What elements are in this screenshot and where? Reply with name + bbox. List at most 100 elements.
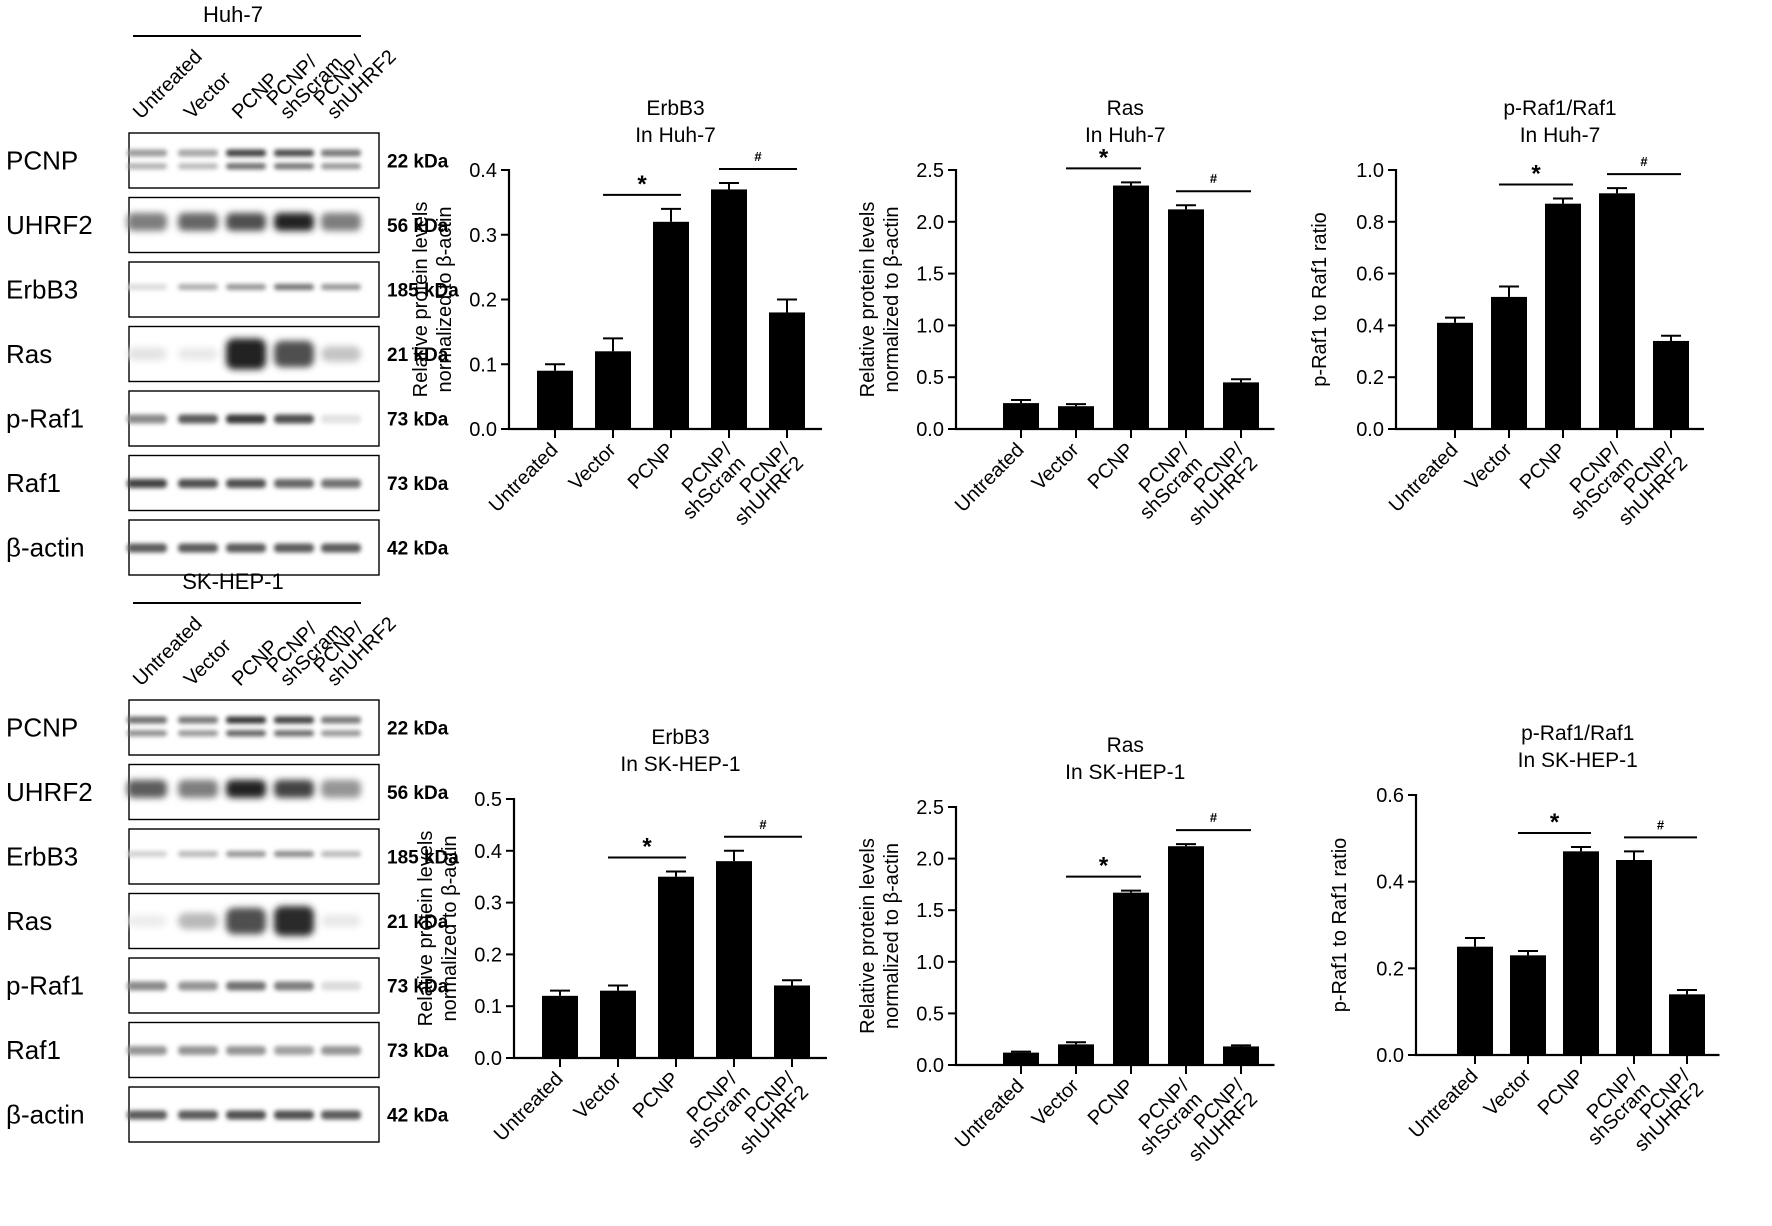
bar	[1168, 209, 1204, 429]
protein-band	[178, 716, 218, 724]
x-category-label: PCNP	[624, 439, 679, 494]
protein-band	[321, 284, 361, 290]
protein-band	[127, 1046, 167, 1055]
protein-band	[274, 906, 314, 936]
bar	[1563, 851, 1599, 1055]
protein-band	[274, 730, 314, 737]
blot-strip: β-actin 42 kDa	[6, 1086, 449, 1143]
bar	[1113, 892, 1149, 1065]
protein-band	[127, 284, 167, 290]
protein-band	[226, 163, 266, 170]
protein-label: PCNP	[6, 146, 78, 176]
y-tick-label: 0.8	[1356, 212, 1384, 234]
molecular-weight-label: 42 kDa	[387, 1106, 449, 1127]
y-axis-label: Relative protein levels normalized to β-a…	[415, 831, 461, 1027]
bar	[1599, 193, 1635, 429]
protein-band	[321, 149, 361, 157]
bar	[1545, 203, 1581, 429]
y-tick-label: 0.3	[474, 893, 502, 915]
bar-chart-5: p-Raf1/Raf1 In SK-HEP-1 0.0 0.2 0.4 0.6 p-Raf1…	[1329, 722, 1720, 1156]
bar	[1003, 403, 1039, 429]
bar	[1669, 994, 1705, 1055]
protein-label: β-actin	[6, 533, 85, 563]
blot-strip: UHRF2 56 kDa	[6, 763, 449, 821]
y-tick-label: 0.2	[1376, 958, 1404, 980]
blot-strip: Raf1 73 kDa	[6, 454, 449, 512]
bar	[1457, 946, 1493, 1055]
protein-band	[127, 414, 167, 424]
y-tick-label: 0.2	[469, 290, 497, 312]
blot-strip: UHRF2 56 kDa	[6, 196, 449, 254]
chart-title: ErbB3	[646, 97, 704, 120]
molecular-weight-label: 22 kDa	[387, 719, 449, 740]
protein-band	[127, 543, 167, 553]
protein-band	[178, 1046, 218, 1055]
protein-band	[321, 1110, 361, 1120]
protein-band	[127, 851, 167, 857]
protein-band	[274, 1046, 314, 1055]
protein-band	[226, 716, 266, 724]
significance-symbol: #	[1210, 810, 1218, 825]
protein-band	[127, 779, 167, 798]
y-tick-label: 0.5	[916, 367, 944, 389]
protein-band	[178, 149, 218, 157]
protein-band	[274, 479, 314, 488]
bar	[1003, 1052, 1039, 1065]
y-tick-label: 0.1	[469, 354, 497, 376]
x-category-label: Untreated	[490, 1068, 568, 1146]
blot-strip: Ras 21 kDa	[6, 892, 449, 950]
protein-band	[178, 981, 218, 991]
protein-band	[274, 779, 314, 798]
y-tick-label: 0.0	[469, 419, 497, 441]
y-tick-label: 0.0	[474, 1048, 502, 1070]
y-tick-label: 0.4	[1376, 872, 1404, 894]
protein-band	[226, 851, 266, 857]
chart-title: In SK-HEP-1	[1518, 749, 1638, 772]
protein-band	[226, 338, 266, 370]
y-axis-label: p-Raf1 to Raf1 ratio	[1309, 212, 1331, 387]
protein-label: p-Raf1	[6, 971, 84, 1001]
molecular-weight-label: 22 kDa	[387, 152, 449, 173]
blot-strip: Raf1 73 kDa	[6, 1021, 449, 1079]
molecular-weight-label: 185 kDa	[387, 281, 459, 302]
protein-band	[274, 284, 314, 290]
protein-band	[127, 915, 167, 927]
blot-panel-0: Huh-7UntreatedVectorPCNPPCNP/shScramPCNP…	[6, 2, 459, 576]
bar	[1058, 1044, 1094, 1065]
protein-band	[274, 981, 314, 991]
blot-strip: ErbB3 185 kDa	[6, 261, 459, 318]
protein-label: Ras	[6, 906, 52, 936]
y-tick-label: 0.0	[1376, 1045, 1404, 1067]
blot-panel-1: SK-HEP-1UntreatedVectorPCNPPCNP/shScramP…	[6, 569, 459, 1143]
protein-band	[127, 730, 167, 737]
y-tick-label: 0.5	[474, 789, 502, 811]
protein-band	[321, 346, 361, 362]
protein-band	[127, 212, 167, 231]
protein-band	[321, 716, 361, 724]
molecular-weight-label: 185 kDa	[387, 848, 459, 869]
y-tick-label: 1.0	[1356, 160, 1384, 182]
protein-band	[127, 347, 167, 361]
bar	[774, 985, 810, 1058]
x-category-label: PCNP	[629, 1068, 684, 1123]
y-tick-label: 0.1	[474, 996, 502, 1018]
bar-chart-3: ErbB3 In SK-HEP-1 0.0 0.1 0.2 0.3 0.4 0.5 Relati…	[415, 726, 827, 1159]
protein-label: Raf1	[6, 1035, 61, 1065]
bar	[711, 189, 747, 429]
protein-band	[178, 851, 218, 857]
protein-band	[226, 212, 266, 231]
protein-band	[321, 479, 361, 488]
protein-band	[127, 716, 167, 724]
protein-band	[226, 1046, 266, 1055]
blot-strip: Ras 21 kDa	[6, 325, 449, 383]
x-category-label: Vector	[1028, 1075, 1084, 1131]
molecular-weight-label: 73 kDa	[387, 977, 449, 998]
y-tick-label: 0.5	[916, 1003, 944, 1025]
protein-band	[321, 212, 361, 231]
protein-band	[321, 851, 361, 857]
y-tick-label: 2.5	[916, 797, 944, 819]
bar	[600, 990, 636, 1058]
bar-chart-2: p-Raf1/Raf1 In Huh-7 0.0 0.2 0.4 0.6 0.8 1.0 p-R…	[1309, 97, 1704, 530]
protein-band	[274, 163, 314, 170]
y-axis-label: Relative protein levels normalized to β-a…	[857, 838, 903, 1034]
